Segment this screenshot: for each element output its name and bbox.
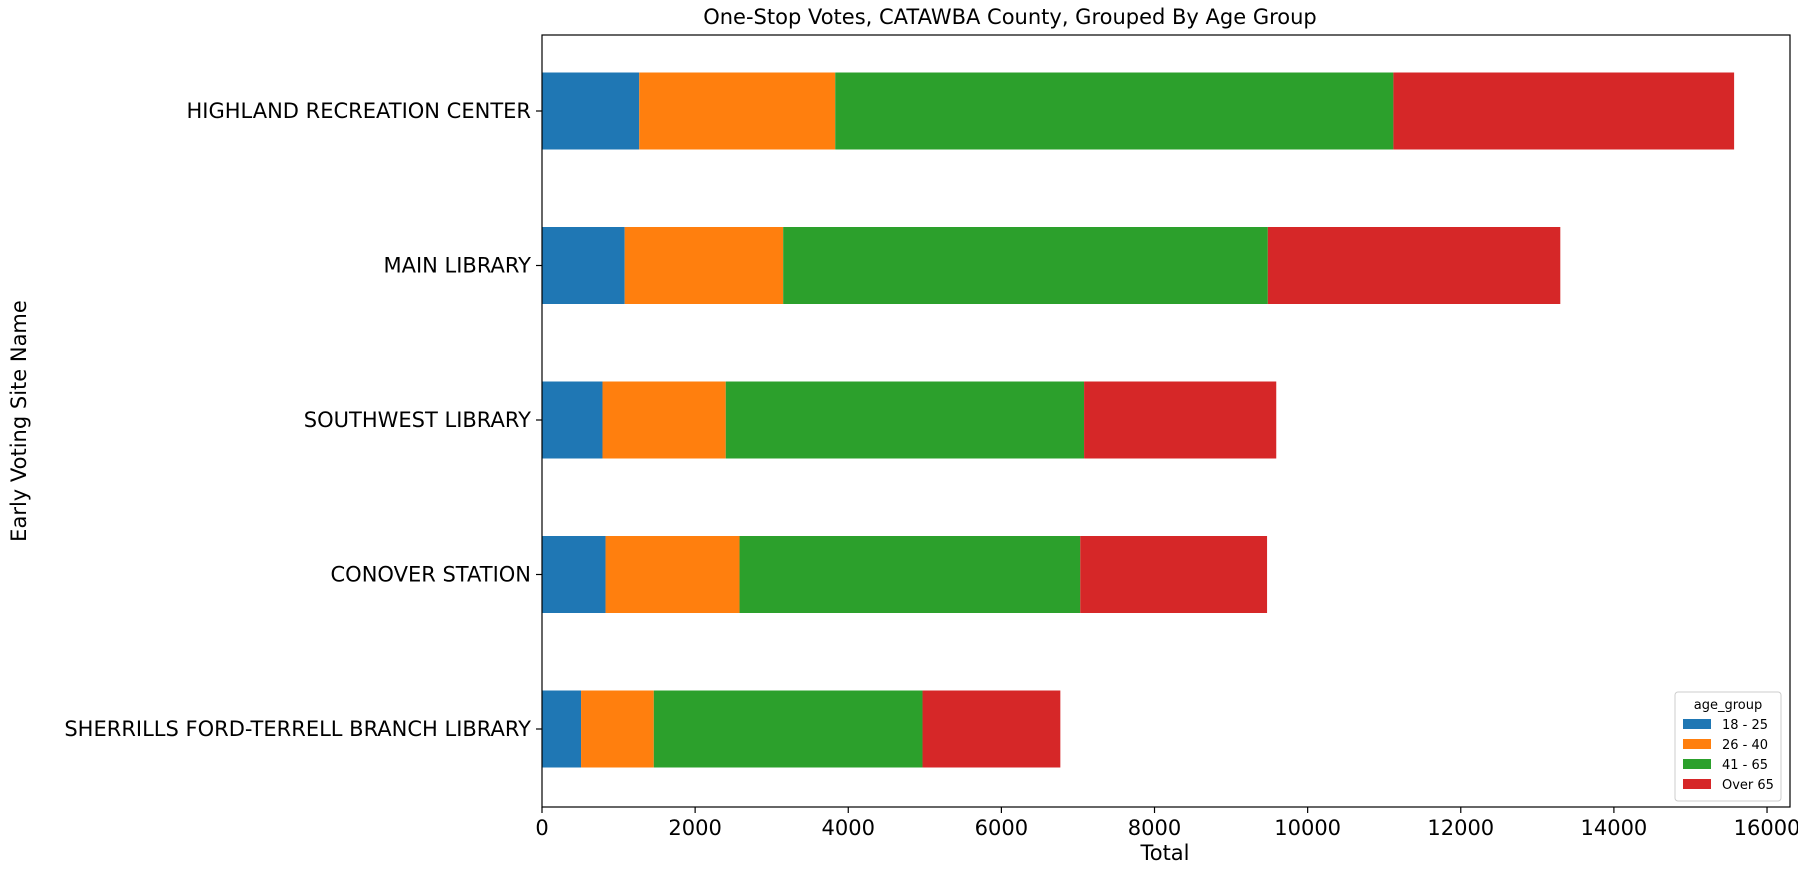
legend-label: 41 - 65 (1722, 758, 1768, 773)
y-tick-label: MAIN LIBRARY (383, 254, 531, 278)
x-axis-ticks: 0 2000 4000 6000 8000 10000 12000 14000 16000 (535, 807, 1798, 840)
x-tick-label: 4000 (822, 816, 875, 840)
bar-segment (1080, 536, 1268, 613)
x-tick-label: 8000 (1128, 816, 1181, 840)
bar-segment (739, 536, 1081, 613)
bars-group (542, 72, 1735, 768)
bar-segment (783, 227, 1268, 304)
plot-frame (541, 34, 1791, 808)
legend-label: 18 - 25 (1722, 718, 1768, 733)
bar-segment (725, 381, 1085, 459)
x-tick-label: 0 (535, 816, 548, 840)
x-tick-label: 14000 (1580, 816, 1647, 840)
bar-segment (605, 536, 740, 613)
bar-segment (922, 690, 1061, 768)
legend-swatch (1683, 719, 1711, 729)
bar-segment (1084, 381, 1277, 459)
x-tick-label: 10000 (1274, 816, 1341, 840)
bar-segment (581, 690, 654, 768)
y-tick-label: SOUTHWEST LIBRARY (304, 408, 531, 432)
x-tick-label: 6000 (975, 816, 1028, 840)
legend-items: 18 - 25 26 - 40 41 - 65 Over 65 (1683, 718, 1774, 793)
bar-segment (542, 227, 625, 304)
legend-swatch (1683, 779, 1711, 789)
legend-title: age_group (1694, 698, 1762, 713)
bar-segment (1267, 227, 1561, 304)
y-tick-label: HIGHLAND RECREATION CENTER (186, 99, 531, 123)
legend: age_group 18 - 25 26 - 40 41 - 65 Over 65 (1674, 691, 1782, 802)
y-axis-ticks: HIGHLAND RECREATION CENTER MAIN LIBRARY SO… (64, 99, 542, 741)
bar-segment (542, 536, 606, 613)
x-axis-label: Total (1139, 841, 1189, 865)
x-tick-label: 16000 (1734, 816, 1798, 840)
bar-segment (1393, 72, 1735, 150)
y-tick-label: SHERRILLS FORD-TERRELL BRANCH LIBRARY (64, 717, 531, 741)
legend-label: Over 65 (1722, 778, 1774, 793)
y-tick-label: CONOVER STATION (331, 563, 531, 587)
x-tick-label: 2000 (668, 816, 721, 840)
y-axis-label: Early Voting Site Name (7, 300, 31, 542)
bar-segment (639, 72, 836, 150)
x-tick-label: 12000 (1427, 816, 1494, 840)
legend-swatch (1683, 739, 1711, 749)
bar-segment (602, 381, 726, 459)
bar-segment (542, 72, 640, 150)
chart-title: One-Stop Votes, CATAWBA County, Grouped … (703, 5, 1317, 29)
legend-label: 26 - 40 (1722, 738, 1768, 753)
bar-segment (653, 690, 923, 768)
bar-segment (835, 72, 1394, 150)
bar-segment (542, 381, 603, 459)
bar-segment (624, 227, 784, 304)
legend-swatch (1683, 759, 1711, 769)
bar-segment (542, 690, 582, 768)
